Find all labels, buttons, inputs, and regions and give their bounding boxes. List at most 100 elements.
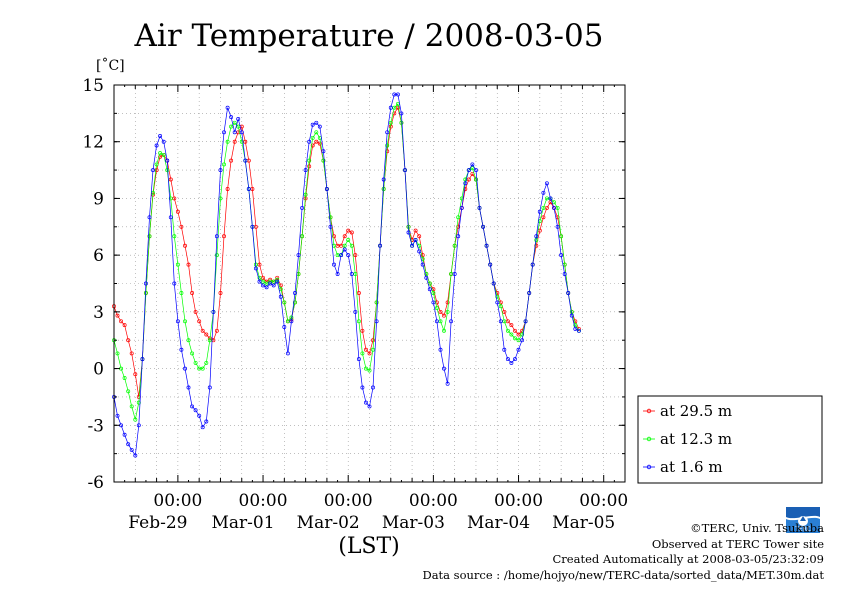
data-point [239, 139, 244, 144]
data-point [392, 92, 397, 97]
data-point [186, 262, 191, 267]
data-point [406, 230, 411, 235]
data-point [342, 243, 347, 248]
data-point [314, 120, 319, 125]
data-point [346, 253, 351, 258]
data-point [136, 423, 141, 428]
data-point [321, 158, 326, 163]
data-point [555, 224, 560, 229]
data-point [424, 272, 429, 276]
data-point [445, 309, 450, 314]
y-tick-label: 3 [93, 303, 104, 323]
data-point [175, 319, 180, 324]
data-point [544, 196, 549, 201]
data-point [513, 357, 517, 362]
data-point [527, 291, 532, 295]
data-point [417, 249, 422, 254]
data-point [218, 168, 223, 173]
data-point [197, 413, 202, 418]
data-point [310, 122, 315, 127]
data-point [371, 385, 375, 390]
data-point [385, 130, 390, 135]
data-point [115, 351, 120, 356]
data-point [456, 215, 461, 220]
data-point [353, 253, 358, 258]
data-point [371, 338, 375, 343]
data-point [115, 413, 120, 418]
data-point [225, 187, 230, 191]
data-point [424, 275, 429, 280]
data-point [449, 319, 454, 324]
data-point [452, 272, 457, 276]
data-point [321, 149, 326, 154]
data-point [168, 177, 173, 182]
data-point [229, 158, 234, 163]
series-line [113, 94, 580, 457]
series-2 [112, 92, 581, 458]
data-point [193, 408, 198, 413]
data-point [218, 291, 223, 295]
data-point [122, 323, 127, 328]
data-point [133, 453, 138, 458]
data-point [388, 120, 393, 125]
x-tick-group: 00:00Feb-2900:00Mar-0100:00Mar-0200:00Ma… [113, 85, 628, 533]
data-point [158, 134, 163, 138]
data-point [253, 266, 258, 271]
data-point [474, 177, 478, 182]
data-point [484, 243, 489, 248]
data-point [324, 187, 329, 191]
x-tick-time-label: 00:00 [324, 491, 373, 511]
data-point [481, 224, 486, 229]
data-point [211, 309, 216, 314]
data-point [183, 243, 187, 248]
x-tick-time-label: 00:00 [409, 491, 458, 511]
data-point [395, 92, 400, 97]
data-point [232, 130, 237, 135]
data-point [463, 177, 468, 182]
data-point [278, 294, 283, 299]
data-point [225, 105, 230, 110]
copyright-text: ©TERC, Univ. Tsukuba [690, 521, 824, 535]
data-point [264, 285, 269, 290]
data-point [520, 338, 525, 343]
data-point [214, 328, 219, 333]
data-point [388, 105, 393, 110]
legend: at 29.5 m at 12.3 m at 1.6 m [637, 395, 823, 484]
data-point [129, 351, 134, 356]
data-point [179, 291, 184, 295]
data-point [168, 215, 173, 220]
data-point [133, 417, 138, 422]
legend-items: at 29.5 m at 12.3 m at 1.6 m [643, 402, 732, 476]
data-point [364, 400, 368, 405]
data-point [548, 196, 553, 201]
x-tick-time-label: 00:00 [153, 491, 202, 511]
data-point [356, 291, 361, 295]
data-point [285, 351, 290, 356]
data-point [222, 162, 226, 167]
data-point [463, 181, 468, 186]
data-point [158, 154, 163, 159]
data-point [310, 135, 315, 140]
x-tick-time-label: 00:00 [579, 491, 628, 511]
data-point [143, 291, 148, 295]
data-point [293, 300, 297, 305]
data-point [186, 338, 191, 343]
data-point [310, 143, 315, 148]
y-tick-label: 12 [82, 133, 104, 153]
data-point [374, 300, 379, 305]
data-point [154, 143, 159, 148]
data-point [417, 234, 422, 239]
data-point [250, 224, 255, 229]
data-point [505, 328, 510, 333]
data-point [303, 192, 308, 197]
data-point [126, 442, 131, 447]
data-point [470, 162, 475, 167]
data-point [442, 366, 446, 371]
data-point [151, 168, 155, 173]
data-point [449, 272, 454, 276]
data-point [356, 319, 361, 324]
data-point [374, 319, 379, 324]
data-point [559, 234, 564, 239]
data-point [495, 294, 500, 299]
